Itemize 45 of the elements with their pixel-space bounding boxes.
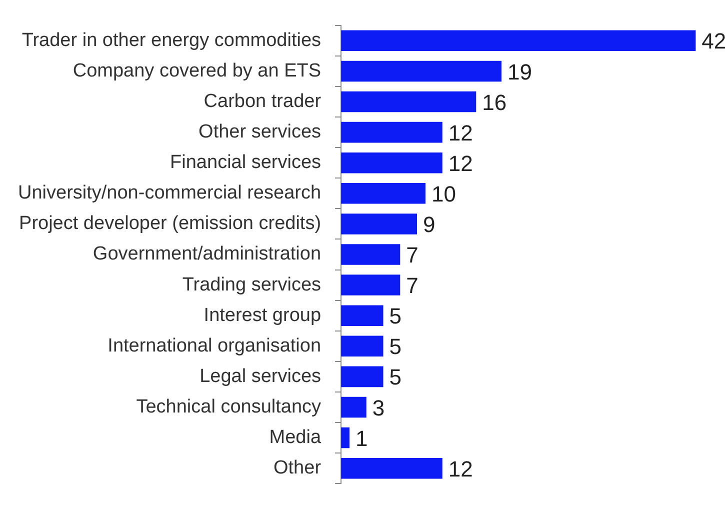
bar bbox=[341, 244, 400, 265]
y-tick-label: Project developer (emission credits) bbox=[19, 213, 322, 234]
y-tick-label: Other services bbox=[198, 122, 322, 143]
data-label: 5 bbox=[389, 334, 402, 360]
y-tick-label: Company covered by an ETS bbox=[72, 60, 322, 82]
y-tick-label: Carbon trader bbox=[204, 91, 322, 112]
bar bbox=[341, 458, 442, 479]
y-tick-label: Trader in other energy commodities bbox=[22, 30, 322, 51]
data-label: 7 bbox=[406, 242, 418, 268]
y-tick-label: Media bbox=[269, 427, 322, 448]
data-label: 19 bbox=[507, 59, 532, 84]
bar bbox=[341, 274, 400, 296]
data-label: 5 bbox=[389, 304, 402, 329]
y-tick-label: Government/administration bbox=[92, 244, 322, 265]
y-tick-label: International organisation bbox=[108, 335, 322, 356]
y-tick-label: University/non-commercial research bbox=[18, 182, 322, 204]
bar bbox=[341, 336, 384, 357]
bar bbox=[341, 366, 384, 388]
y-tick-label: Financial services bbox=[170, 152, 322, 174]
data-label: 1 bbox=[355, 426, 368, 451]
bar bbox=[341, 60, 502, 82]
data-label: 7 bbox=[406, 273, 418, 298]
y-tick-label: Interest group bbox=[204, 304, 322, 326]
bar bbox=[341, 91, 476, 112]
y-tick-label: Trading services bbox=[182, 274, 322, 296]
bar bbox=[341, 122, 442, 143]
bar bbox=[341, 214, 418, 234]
bar bbox=[341, 396, 366, 418]
bar bbox=[341, 427, 350, 448]
data-label: 3 bbox=[372, 395, 385, 420]
y-tick-label: Legal services bbox=[200, 366, 322, 387]
bar bbox=[341, 152, 442, 174]
data-label: 5 bbox=[389, 364, 402, 390]
data-label: 16 bbox=[482, 90, 507, 115]
data-label: 12 bbox=[448, 456, 473, 482]
data-label: 42 bbox=[702, 28, 725, 54]
y-tick-label: Other bbox=[274, 458, 322, 479]
bar bbox=[341, 305, 384, 326]
data-label: 12 bbox=[448, 120, 473, 146]
data-label: 12 bbox=[448, 150, 473, 176]
data-label: 10 bbox=[431, 181, 456, 206]
y-tick-label: Technical consultancy bbox=[136, 396, 322, 418]
data-label: 9 bbox=[423, 212, 436, 238]
bar bbox=[341, 30, 696, 52]
bar bbox=[341, 183, 426, 204]
